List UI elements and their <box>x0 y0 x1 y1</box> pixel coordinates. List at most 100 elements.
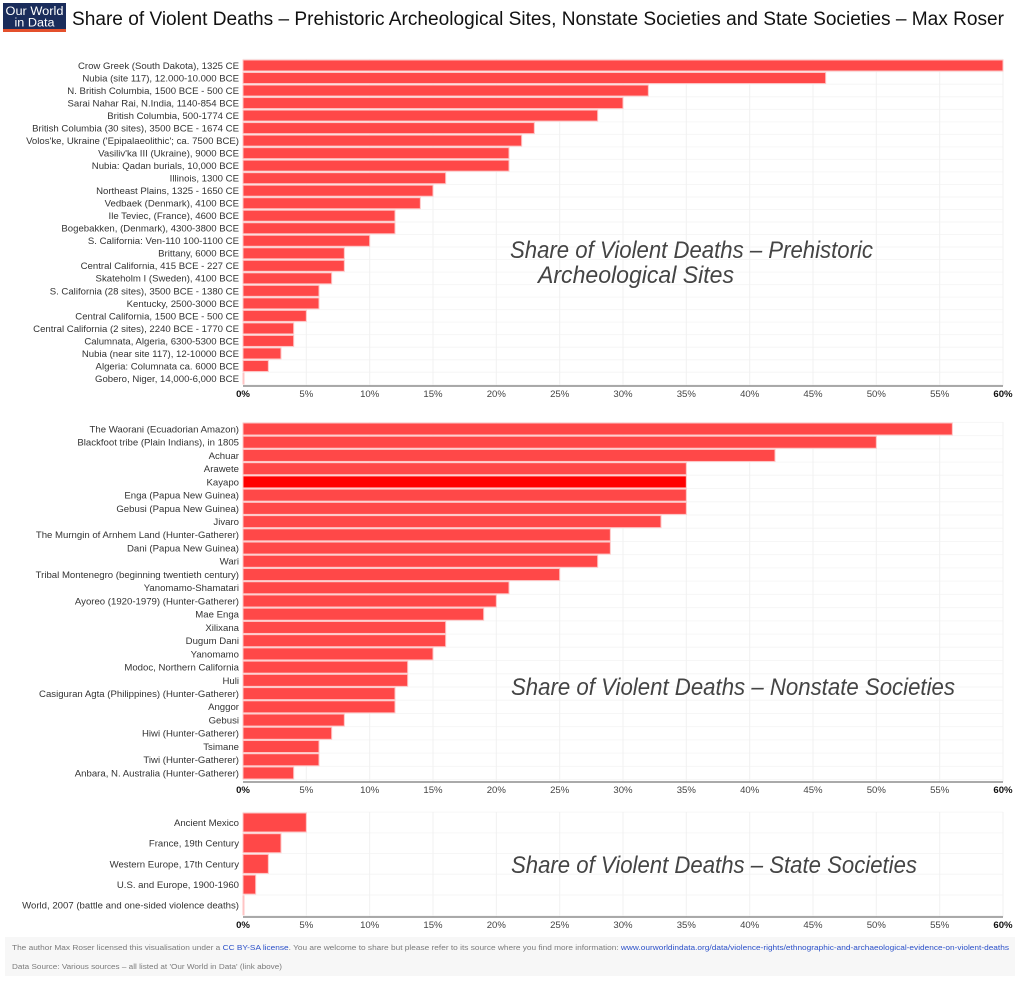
category-label: Nubia (site 117), 12.000-10.000 BCE <box>82 73 239 84</box>
bar[interactable] <box>242 422 953 436</box>
chart-state: Ancient Mexico France, 19th Century Wester… <box>22 811 1013 931</box>
category-label: Skateholm I (Sweden), 4100 BCE <box>96 274 239 285</box>
bar[interactable] <box>242 209 396 222</box>
category-label: Xilixana <box>205 623 239 634</box>
bar[interactable] <box>242 620 447 634</box>
bar[interactable] <box>242 660 409 674</box>
charts: Crow Greek (South Dakota), 1325 CENubia … <box>22 58 1013 931</box>
annotations: Share of Violent Deaths – Prehistoric Ar… <box>510 237 955 879</box>
bar[interactable] <box>242 541 611 555</box>
bar[interactable] <box>242 713 345 727</box>
category-label: Yanomamo <box>191 649 239 660</box>
bar[interactable] <box>242 740 320 754</box>
bar[interactable] <box>242 134 523 147</box>
category-label: Northeast Plains, 1325 - 1650 CE <box>96 186 239 197</box>
bar[interactable] <box>242 568 561 582</box>
x-tick-label: 20% <box>487 389 507 400</box>
annotation-prehistoric-line-2: Archeological Sites <box>536 262 734 289</box>
bar[interactable] <box>242 501 687 515</box>
bar[interactable] <box>242 895 245 916</box>
bar[interactable] <box>242 448 776 462</box>
source-link[interactable]: www.ourworldindata.org/data/violence-rig… <box>620 943 1010 952</box>
bar[interactable] <box>242 812 307 833</box>
bar[interactable] <box>242 322 295 335</box>
bar[interactable] <box>242 109 599 122</box>
category-label: World, 2007 (battle and one-sided violen… <box>22 901 239 912</box>
bar[interactable] <box>242 594 497 608</box>
bar[interactable] <box>242 72 827 85</box>
bar[interactable] <box>242 488 687 502</box>
bar[interactable] <box>242 853 269 874</box>
bar[interactable] <box>242 753 320 767</box>
bar[interactable] <box>242 222 396 235</box>
bar[interactable] <box>242 687 396 701</box>
bar[interactable] <box>242 234 371 247</box>
category-label: Bogebakken, (Denmark), 4300-3800 BCE <box>61 224 239 235</box>
bar[interactable] <box>242 309 307 322</box>
x-tick-label: 60% <box>993 785 1013 796</box>
bar[interactable] <box>242 197 421 210</box>
bar[interactable] <box>242 874 257 895</box>
x-tick-label: 30% <box>613 785 633 796</box>
chart-prehistoric: Crow Greek (South Dakota), 1325 CENubia … <box>26 58 1013 400</box>
bar[interactable] <box>242 700 396 714</box>
bar[interactable] <box>242 528 611 542</box>
bar[interactable] <box>242 726 333 740</box>
header: Our World in Data Share of Violent Death… <box>3 3 1005 32</box>
x-tick-label: 20% <box>487 785 507 796</box>
bar[interactable] <box>242 435 877 449</box>
bar[interactable] <box>242 184 434 197</box>
x-tick-label: 55% <box>930 920 950 931</box>
category-label: Dani (Papua New Guinea) <box>127 543 239 554</box>
bar[interactable] <box>242 673 409 687</box>
bar[interactable] <box>242 462 687 476</box>
category-label: Wari <box>220 557 239 568</box>
bars <box>242 812 307 916</box>
x-tick-label: 0% <box>236 785 250 796</box>
bar[interactable] <box>242 607 485 621</box>
bar[interactable] <box>242 554 599 568</box>
bar[interactable] <box>242 359 269 372</box>
x-tick-label: 35% <box>677 389 697 400</box>
bar[interactable] <box>242 347 282 360</box>
bar[interactable] <box>242 334 295 347</box>
bar[interactable] <box>242 59 1004 72</box>
x-tick-label: 10% <box>360 389 380 400</box>
bar[interactable] <box>242 122 535 135</box>
bar[interactable] <box>242 297 320 310</box>
bar[interactable] <box>242 581 510 595</box>
bar[interactable] <box>242 272 333 285</box>
bar[interactable] <box>242 259 345 272</box>
category-label: Gobero, Niger, 14,000-6,000 BCE <box>95 374 239 385</box>
bar-highlighted[interactable] <box>242 475 687 489</box>
category-label: S. California: Ven-110 100-1100 CE <box>88 236 239 247</box>
bar[interactable] <box>242 97 624 110</box>
category-label: Crow Greek (South Dakota), 1325 CE <box>78 61 239 72</box>
bar[interactable] <box>242 172 447 185</box>
bar[interactable] <box>242 766 295 780</box>
bar[interactable] <box>242 372 245 385</box>
bar[interactable] <box>242 634 447 648</box>
category-labels: Ancient Mexico France, 19th Century Wester… <box>22 818 239 912</box>
category-label: Hiwi (Hunter-Gatherer) <box>142 729 239 740</box>
bar[interactable] <box>242 147 510 160</box>
bar[interactable] <box>242 247 345 260</box>
owid-logo[interactable]: Our World in Data <box>3 3 66 32</box>
bar[interactable] <box>242 833 282 854</box>
category-label: The Waorani (Ecuadorian Amazon) <box>90 424 240 435</box>
chart-nonstate: The Waorani (Ecuadorian Amazon) Blackfoot… <box>36 421 1013 796</box>
x-tick-label: 15% <box>423 389 443 400</box>
category-label: Tsimane <box>203 742 239 753</box>
category-label: Blackfoot tribe (Plain Indians), in 1805 <box>77 438 239 449</box>
bar[interactable] <box>242 159 510 172</box>
bar[interactable] <box>242 515 662 529</box>
license-link[interactable]: CC BY-SA license <box>223 943 289 952</box>
category-label: Jivaro <box>213 517 239 528</box>
x-tick-label: 10% <box>360 920 380 931</box>
bar[interactable] <box>242 84 649 97</box>
category-label: Kentucky, 2500-3000 BCE <box>127 299 239 310</box>
x-tick-label: 50% <box>867 785 887 796</box>
bar[interactable] <box>242 647 434 661</box>
bar[interactable] <box>242 284 320 297</box>
